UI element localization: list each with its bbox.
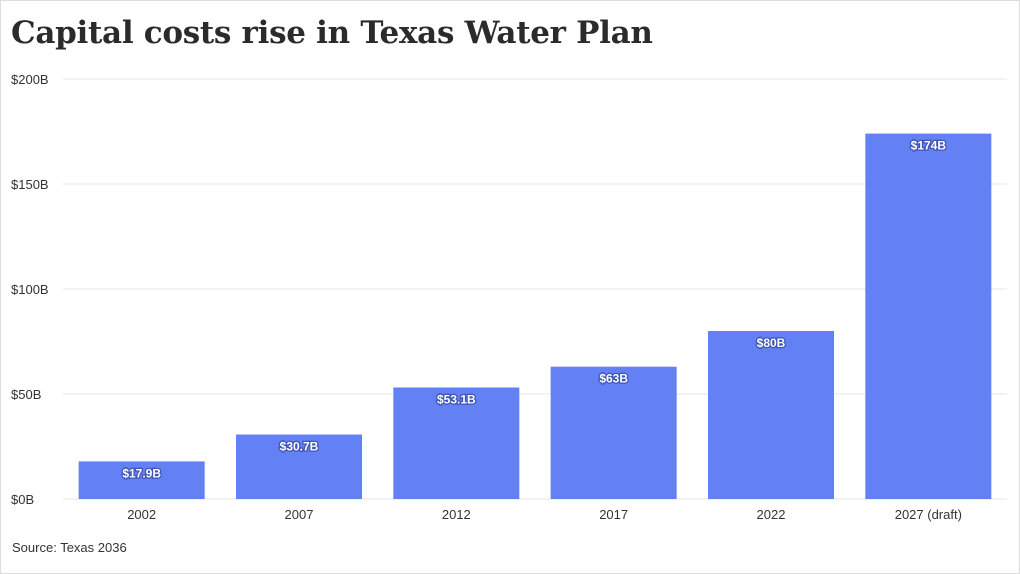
x-tick-label: 2017 <box>599 507 628 522</box>
y-tick-label: $100B <box>11 282 49 297</box>
x-axis-ticks: 2002 2007 2012 2017 2022 2027 (draft) <box>127 507 962 522</box>
source-text: Texas 2036 <box>60 540 127 555</box>
data-label: $53.1B <box>437 392 476 406</box>
chart-title: Capital costs rise in Texas Water Plan <box>11 15 653 51</box>
x-tick-label: 2027 (draft) <box>895 507 962 522</box>
data-labels: $17.9B $30.7B $53.1B $63B $80B $174B <box>121 137 948 481</box>
bar <box>865 133 992 499</box>
y-tick-label: $150B <box>11 177 49 192</box>
x-tick-label: 2012 <box>442 507 471 522</box>
bars <box>78 133 992 499</box>
y-axis-ticks: $0B $50B $100B $150B $200B <box>11 72 49 507</box>
bar <box>78 461 205 499</box>
gridlines <box>63 78 1007 500</box>
y-tick-label: $200B <box>11 72 49 87</box>
x-tick-label: 2007 <box>285 507 314 522</box>
bar <box>393 387 520 499</box>
bar <box>708 331 834 499</box>
x-tick-label: 2022 <box>757 507 786 522</box>
source-label: Source: <box>12 540 57 555</box>
data-label: $63B <box>599 372 628 386</box>
data-label: $80B <box>757 336 786 350</box>
data-label: $174B <box>911 139 947 153</box>
bar <box>236 434 362 499</box>
data-label: $30.7B <box>280 440 319 454</box>
source-note: Source: Texas 2036 <box>12 540 127 555</box>
bar <box>550 366 677 499</box>
y-tick-label: $0B <box>11 492 34 507</box>
y-tick-label: $50B <box>11 387 41 402</box>
data-label: $17.9B <box>122 466 161 480</box>
x-tick-label: 2002 <box>127 507 156 522</box>
